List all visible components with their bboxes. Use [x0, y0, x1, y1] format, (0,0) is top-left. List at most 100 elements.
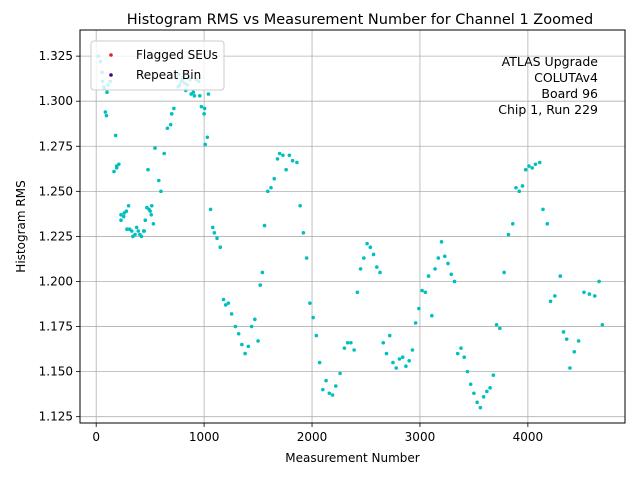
- data-point: [114, 164, 119, 168]
- data-point: [143, 218, 148, 222]
- data-point: [530, 166, 534, 170]
- data-point: [134, 225, 139, 230]
- data-point: [236, 331, 241, 336]
- data-point: [397, 357, 402, 361]
- chart-title: Histogram RMS vs Measurement Number for …: [127, 12, 593, 28]
- y-tick-label: 1.150: [39, 365, 73, 379]
- data-point: [600, 322, 605, 327]
- data-point: [113, 133, 118, 138]
- data-point: [576, 339, 581, 343]
- data-point: [210, 225, 215, 230]
- data-point: [561, 330, 566, 334]
- data-point: [153, 146, 157, 150]
- data-point: [262, 223, 267, 228]
- data-point: [592, 294, 597, 298]
- data-point: [368, 245, 373, 250]
- data-point: [452, 279, 457, 284]
- legend-label-repeat-bin: Repeat Bin: [136, 68, 201, 82]
- y-axis-label: Histogram RMS: [14, 180, 28, 272]
- data-point: [149, 203, 154, 208]
- data-points: [96, 54, 605, 410]
- data-point: [287, 153, 292, 158]
- data-point: [371, 252, 376, 257]
- data-point: [284, 167, 288, 172]
- data-point: [488, 386, 492, 390]
- data-point: [378, 270, 382, 275]
- legend: Flagged SEUs Repeat Bin: [90, 40, 225, 91]
- grid: [80, 30, 625, 423]
- data-point: [365, 241, 369, 246]
- data-point: [218, 245, 223, 250]
- data-point: [275, 157, 280, 161]
- data-point: [527, 164, 531, 168]
- data-point: [203, 142, 207, 147]
- data-point: [121, 214, 126, 219]
- data-point: [253, 317, 257, 322]
- annotation-line-2: COLUTAv4: [534, 70, 598, 85]
- data-point: [139, 234, 144, 239]
- data-point: [391, 360, 395, 365]
- data-point: [582, 290, 586, 295]
- data-point: [485, 389, 489, 394]
- data-point: [240, 342, 244, 347]
- data-point: [317, 360, 322, 365]
- data-point: [587, 292, 592, 296]
- y-tick-label: 1.275: [39, 139, 73, 153]
- x-tick-label: 1000: [189, 430, 220, 444]
- data-point: [523, 167, 528, 172]
- data-point: [169, 112, 174, 116]
- data-point: [352, 348, 356, 352]
- annotation-line-3: Board 96: [541, 86, 598, 101]
- x-axis-ticks: 0 1000 2000 3000 4000: [92, 423, 543, 444]
- data-point: [572, 349, 577, 354]
- data-point: [233, 324, 238, 329]
- data-point: [324, 378, 328, 383]
- data-point: [277, 151, 282, 156]
- data-point: [381, 340, 386, 345]
- data-point: [413, 321, 418, 325]
- data-point: [430, 313, 434, 318]
- data-point: [103, 110, 108, 114]
- data-point: [597, 279, 601, 284]
- data-point: [553, 294, 557, 298]
- data-point: [226, 301, 231, 305]
- legend-label-flagged-seus: Flagged SEUs: [136, 48, 218, 62]
- data-point: [159, 189, 163, 194]
- data-point: [208, 207, 213, 212]
- legend-box: [90, 40, 225, 91]
- data-point: [146, 167, 150, 172]
- data-point: [472, 391, 476, 396]
- data-point: [439, 240, 444, 244]
- data-point: [162, 151, 166, 156]
- data-point: [446, 261, 450, 266]
- x-tick-label: 0: [92, 430, 100, 444]
- data-point: [362, 256, 366, 260]
- data-point: [533, 162, 538, 167]
- data-point: [172, 106, 176, 111]
- data-point: [449, 272, 454, 277]
- data-point: [258, 283, 263, 287]
- data-point: [229, 312, 234, 316]
- data-point: [491, 373, 496, 378]
- data-point: [517, 189, 522, 194]
- annotation-block: ATLAS Upgrade COLUTAv4 Board 96 Chip 1, …: [498, 54, 598, 117]
- data-point: [330, 393, 335, 397]
- data-point: [520, 184, 525, 188]
- data-point: [459, 346, 463, 350]
- data-point: [260, 270, 265, 275]
- data-point: [384, 351, 389, 356]
- y-tick-label: 1.125: [39, 410, 73, 424]
- data-point: [151, 221, 156, 226]
- data-point: [105, 90, 109, 94]
- data-point: [442, 254, 447, 259]
- y-tick-label: 1.325: [39, 49, 73, 63]
- data-point: [301, 231, 306, 235]
- data-point: [321, 387, 325, 392]
- data-point: [290, 158, 295, 163]
- data-point: [104, 113, 109, 118]
- data-point: [126, 203, 131, 208]
- data-point: [256, 339, 260, 343]
- data-point: [205, 135, 210, 140]
- data-point: [149, 212, 154, 217]
- data-point: [314, 333, 319, 338]
